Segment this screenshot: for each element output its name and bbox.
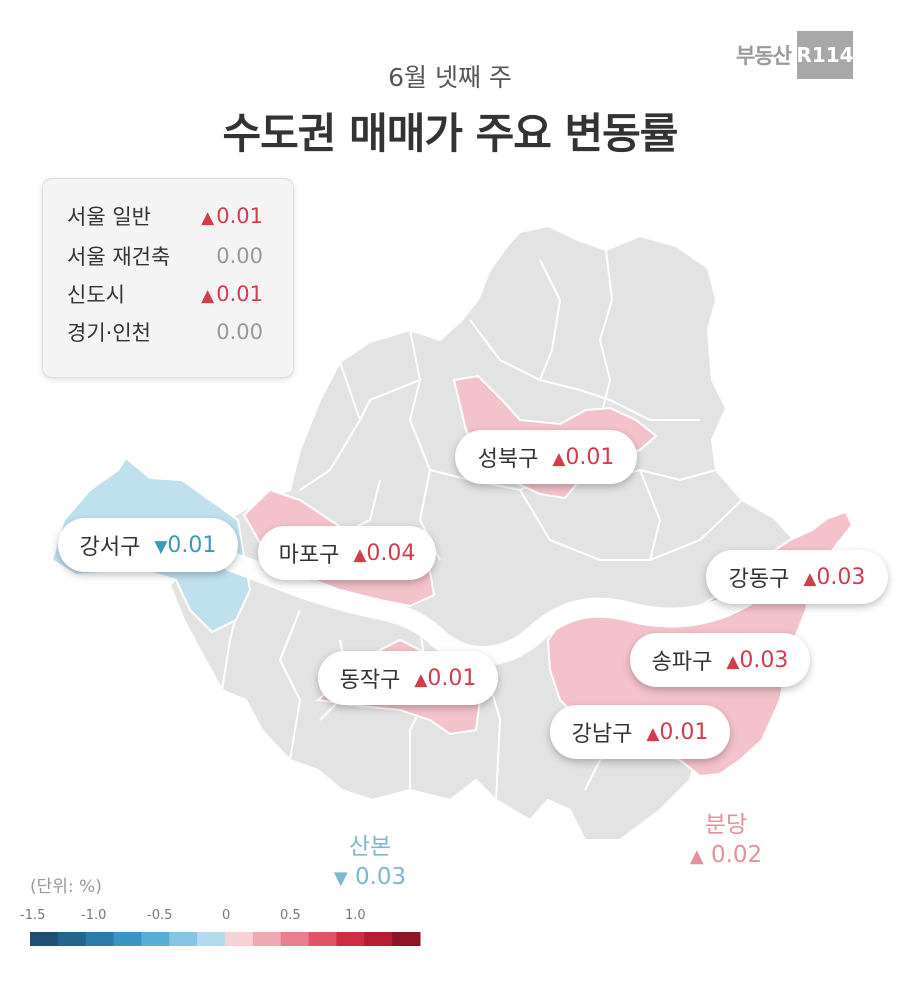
district-value: ▼0.01: [154, 532, 217, 558]
district-name: 강남구: [571, 722, 633, 747]
scale-tick: 0: [222, 908, 231, 923]
scale-swatch: [308, 932, 337, 946]
brand-badge: R114: [796, 31, 854, 79]
label-gangnam: 강남구 ▲0.01: [550, 705, 730, 759]
scale-swatch: [280, 932, 310, 946]
label-seongbuk: 성북구 ▲0.01: [455, 430, 637, 484]
district-name: 송파구: [651, 650, 713, 675]
brand-name: 부동산: [736, 44, 792, 68]
page-subtitle: 6월 넷째 주: [388, 63, 512, 92]
district-value: ▲0.01: [646, 719, 709, 745]
city-name: 산본: [348, 834, 392, 860]
label-gangseo: 강서구 ▼0.01: [58, 518, 238, 572]
scale-swatch: [85, 932, 115, 946]
brand-logo: 부동산 R114: [736, 30, 854, 80]
unit-label: (단위: %): [30, 877, 102, 897]
district-value: ▲0.01: [552, 444, 615, 470]
district-name: 강동구: [728, 567, 790, 592]
scale-tick: 0.5: [280, 908, 301, 923]
up-arrow-icon: ▲: [353, 544, 367, 565]
label-bundang: 분당 ▲ 0.02: [676, 810, 776, 872]
han-river: [222, 550, 810, 666]
legend-label: 신도시: [67, 283, 125, 307]
scale-tick: 1.0: [345, 908, 366, 923]
up-arrow-icon: ▲: [201, 208, 215, 228]
district-value: ▲0.01: [414, 665, 477, 691]
label-songpa: 송파구 ▲0.03: [630, 633, 810, 687]
city-value: ▲ 0.02: [689, 842, 763, 868]
legend-value: ▲0.01: [201, 204, 263, 228]
scale-swatch: [113, 932, 142, 946]
up-arrow-icon: ▲: [201, 286, 215, 306]
scale-tick: -1.0: [81, 908, 107, 923]
up-arrow-icon: ▲: [726, 651, 740, 672]
legend-value: 0.00: [216, 244, 263, 268]
scale-swatch: [30, 932, 59, 946]
scale-swatch: [252, 932, 282, 946]
label-mapo: 마포구 ▲0.04: [258, 526, 436, 580]
scale-swatch: [225, 932, 254, 946]
scale-swatch: [57, 932, 87, 946]
legend-label: 서울 재건축: [67, 245, 171, 269]
district-value: ▲0.03: [803, 564, 866, 590]
up-arrow-icon: ▲: [552, 448, 566, 469]
label-dongjak: 동작구 ▲0.01: [318, 651, 498, 705]
legend-label: 서울 일반: [67, 205, 151, 229]
legend-value: ▲0.01: [201, 282, 263, 306]
scale-swatch: [364, 932, 393, 946]
down-arrow-icon: ▼: [333, 868, 348, 889]
scale-swatch: [392, 932, 421, 946]
down-arrow-icon: ▼: [154, 536, 168, 557]
page-title: 수도권 매매가 주요 변동률: [222, 109, 679, 158]
scale-swatch: [197, 932, 226, 946]
up-arrow-icon: ▲: [646, 723, 660, 744]
up-arrow-icon: ▲: [414, 669, 428, 690]
scale-tick: -1.5: [20, 908, 46, 923]
up-arrow-icon: ▲: [803, 568, 817, 589]
district-value: ▲0.03: [726, 647, 789, 673]
legend-label: 경기·인천: [67, 321, 151, 345]
district-value: ▲0.04: [353, 540, 416, 566]
summary-legend: 서울 일반 ▲0.01 서울 재건축 0.00 신도시 ▲0.01 경기·인천 …: [42, 178, 294, 378]
legend-row: 신도시 ▲0.01: [67, 277, 263, 311]
district-name: 성북구: [477, 447, 539, 472]
scale-swatch: [169, 932, 198, 946]
scale-swatch: [336, 932, 365, 946]
scale-swatch: [141, 932, 170, 946]
label-gangdong: 강동구 ▲0.03: [706, 550, 888, 604]
color-scale-bar: [30, 932, 421, 946]
legend-row: 서울 재건축 0.00: [67, 239, 263, 273]
city-value: ▼ 0.03: [333, 864, 407, 890]
legend-row: 서울 일반 ▲0.01: [67, 199, 263, 233]
district-name: 마포구: [278, 543, 340, 568]
legend-value: 0.00: [216, 320, 263, 344]
label-sanbon: 산본 ▼ 0.03: [320, 832, 420, 894]
up-arrow-icon: ▲: [689, 846, 704, 867]
district-name: 동작구: [339, 668, 401, 693]
scale-tick: -0.5: [147, 908, 173, 923]
legend-row: 경기·인천 0.00: [67, 315, 263, 349]
city-name: 분당: [704, 812, 748, 838]
district-name: 강서구: [79, 535, 141, 560]
